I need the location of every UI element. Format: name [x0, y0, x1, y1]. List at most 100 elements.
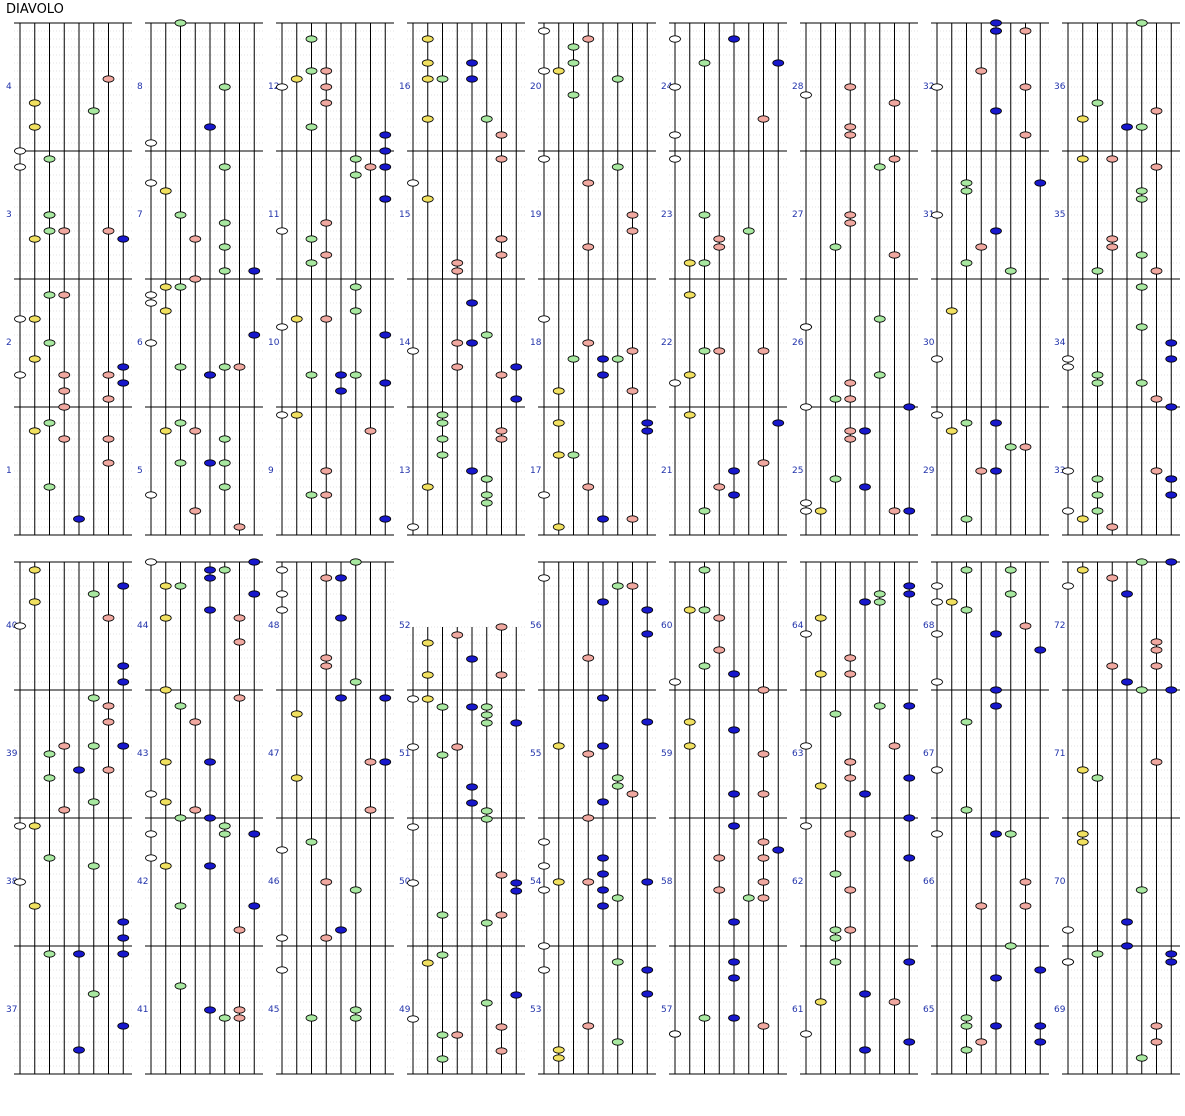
note-blue — [903, 582, 916, 590]
measure-number: 48 — [268, 621, 280, 631]
note-yellow — [1076, 830, 1089, 838]
measure-number: 11 — [268, 210, 279, 220]
note-red — [495, 871, 508, 879]
note-red — [844, 131, 857, 139]
note-red — [844, 211, 857, 219]
note-green — [436, 75, 449, 83]
note-red — [844, 758, 857, 766]
note-blue — [117, 742, 130, 750]
note-green — [742, 227, 755, 235]
note-red — [582, 654, 595, 662]
note-blue — [204, 814, 216, 822]
note-blue — [335, 371, 347, 379]
measure-number: 66 — [923, 877, 935, 887]
note-blue — [204, 566, 216, 574]
note-green — [174, 211, 187, 219]
note-blue — [510, 363, 523, 371]
note-red — [320, 491, 333, 499]
note-green — [698, 347, 711, 355]
note-blue — [248, 267, 261, 275]
note-red — [58, 291, 71, 299]
note-red — [1150, 1022, 1163, 1030]
note-red — [844, 670, 857, 678]
note-green — [611, 782, 624, 790]
note-red — [626, 387, 639, 395]
note-green — [349, 171, 362, 179]
note-green — [1135, 886, 1148, 894]
note-green — [480, 815, 493, 823]
note-yellow — [814, 782, 827, 790]
note-red — [713, 483, 726, 491]
note-green — [829, 395, 842, 403]
note-green — [218, 83, 231, 91]
note-red — [58, 742, 71, 750]
note-green — [349, 283, 362, 291]
note-red — [1019, 131, 1032, 139]
measure-number: 30 — [923, 338, 935, 348]
note-green — [87, 862, 100, 870]
measure-number: 71 — [1054, 749, 1065, 759]
note-yellow — [290, 75, 303, 83]
note-green — [218, 1014, 231, 1022]
note-red — [1150, 662, 1163, 670]
note-red — [713, 886, 726, 894]
note-blue — [990, 702, 1002, 710]
note-red — [757, 1022, 770, 1030]
note-green — [1004, 590, 1017, 598]
note-green — [611, 355, 624, 363]
note-green — [43, 419, 56, 427]
note-blue — [903, 590, 916, 598]
measure-number: 51 — [399, 749, 410, 759]
note-red — [320, 878, 333, 886]
note-yellow — [290, 774, 303, 782]
note-green — [436, 411, 449, 419]
note-green — [349, 371, 362, 379]
note-green — [87, 990, 100, 998]
note-blue — [641, 718, 654, 726]
note-green — [43, 950, 56, 958]
note-green — [436, 751, 449, 759]
note-white — [800, 507, 812, 515]
note-green — [1135, 283, 1148, 291]
measure-number: 9 — [268, 466, 274, 476]
note-red — [844, 427, 857, 435]
note-yellow — [421, 959, 434, 967]
measure-number: 47 — [268, 749, 279, 759]
note-blue — [641, 990, 654, 998]
note-yellow — [28, 822, 41, 830]
note-green — [1091, 774, 1104, 782]
measure-number: 27 — [792, 210, 803, 220]
note-green — [218, 459, 231, 467]
note-green — [480, 115, 493, 123]
note-blue — [379, 131, 392, 139]
note-green — [1135, 19, 1148, 27]
note-red — [320, 99, 333, 107]
note-blue — [903, 507, 916, 515]
note-white — [931, 630, 943, 638]
measure-number: 32 — [923, 82, 934, 92]
note-blue — [597, 371, 609, 379]
note-red — [713, 235, 726, 243]
note-green — [349, 1006, 362, 1014]
note-yellow — [28, 427, 41, 435]
note-blue — [510, 719, 523, 727]
note-red — [844, 886, 857, 894]
note-green — [698, 59, 711, 67]
note-white — [1062, 363, 1074, 371]
note-blue — [1165, 686, 1178, 694]
note-red — [451, 339, 464, 347]
note-red — [626, 211, 639, 219]
measure-number: 61 — [792, 1005, 803, 1015]
note-white — [538, 27, 550, 35]
note-blue — [641, 427, 654, 435]
note-white — [669, 83, 681, 91]
note-blue — [990, 19, 1002, 27]
note-red — [451, 267, 464, 275]
note-red — [626, 582, 639, 590]
note-blue — [641, 966, 654, 974]
note-red — [757, 894, 770, 902]
note-blue — [859, 427, 871, 435]
note-green — [1091, 950, 1104, 958]
measure-number: 20 — [530, 82, 542, 92]
note-blue — [990, 419, 1002, 427]
